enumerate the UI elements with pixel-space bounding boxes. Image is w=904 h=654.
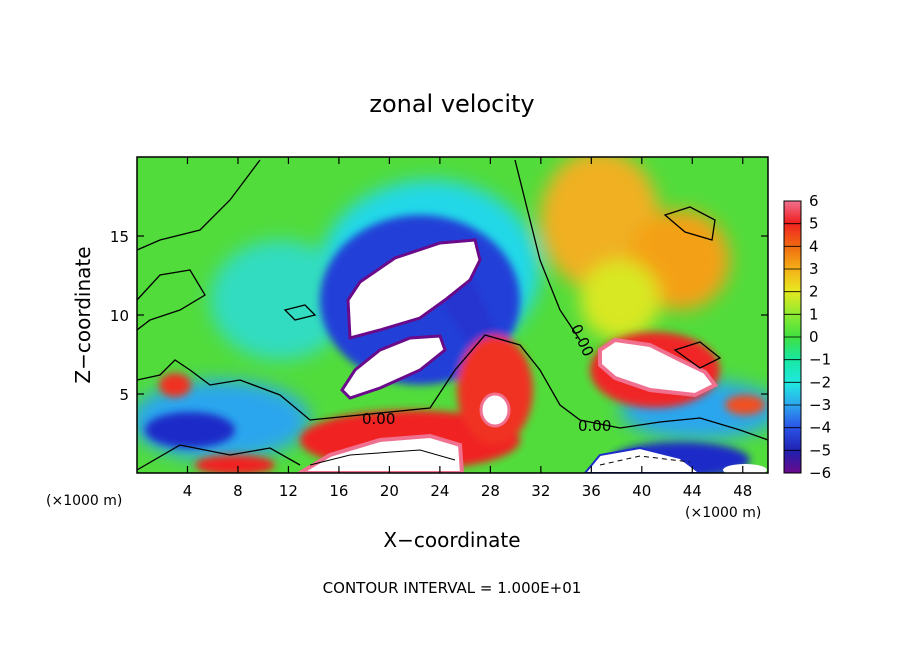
colorbar-tick-label: 4 [809,237,819,255]
x-tick-label: 24 [430,482,449,500]
colorbar: 6 5 4 3 2 1 0 −1 −2 −3 −4 −5 −6 [783,192,831,482]
y-tick-label: 15 [110,228,129,246]
x-tick-label: 48 [733,482,752,500]
y-tick-label: 10 [110,307,129,325]
x-tick-label: 28 [481,482,500,500]
y-tick-label: 5 [119,386,129,404]
y-axis-label: Z−coordinate [71,246,95,383]
velocity-field [137,157,768,473]
contour-label: 0.00 [578,417,611,435]
colorbar-tick-label: −4 [809,419,831,437]
colorbar-tick-label: −3 [809,396,831,414]
colorbar-tick-label: 1 [809,305,819,323]
x-tick-label: 44 [683,482,702,500]
colorbar-tick-label: −5 [809,441,831,459]
contour-interval-note: CONTOUR INTERVAL = 1.000E+01 [323,579,582,597]
colorbar-tick-label: 6 [809,192,819,210]
colorbar-tick-label: −2 [809,373,831,391]
x-tick-label: 12 [279,482,298,500]
x-axis-label: X−coordinate [383,528,520,552]
x-tick-label: 4 [183,482,193,500]
colorbar-tick-label: 5 [809,215,819,233]
zero-contours [137,159,768,471]
y-axis: 5 10 15 [110,228,768,404]
x-tick-label: 32 [531,482,550,500]
x-unit-label-left: (×1000 m) [46,493,122,509]
colorbar-tick-label: −1 [809,351,831,369]
x-axis: 4 8 12 16 20 24 28 32 36 40 44 48 [183,157,752,500]
colorbar-tick-label: 0 [809,328,819,346]
chart-title: zonal velocity [369,90,534,118]
x-unit-label-right: (×1000 m) [685,505,761,521]
x-tick-label: 20 [380,482,399,500]
x-tick-label: 8 [233,482,243,500]
x-tick-label: 36 [582,482,601,500]
colorbar-tick-label: 2 [809,283,819,301]
colorbar-tick-label: 3 [809,260,819,278]
x-tick-label: 40 [632,482,651,500]
contour-label: 0.00 [362,410,395,428]
x-tick-label: 16 [329,482,348,500]
colorbar-tick-label: −6 [809,464,831,482]
